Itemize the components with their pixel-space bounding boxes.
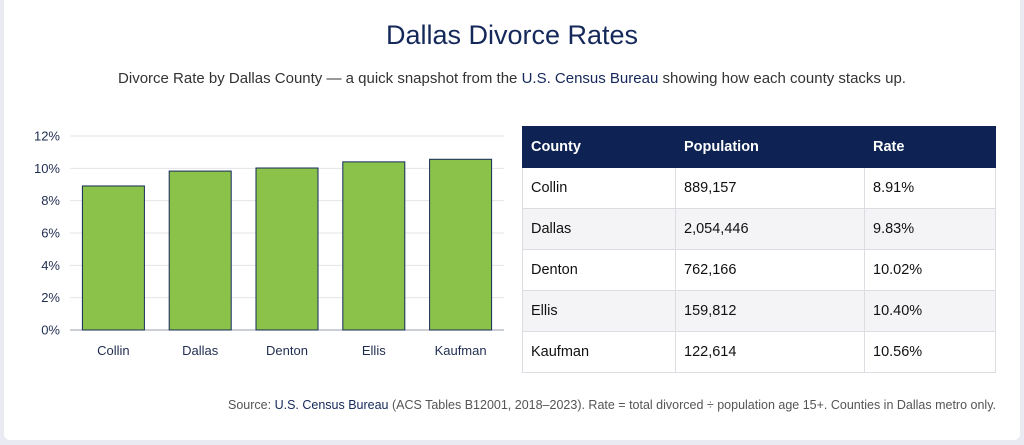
page-subtitle: Divorce Rate by Dallas County — a quick … [4, 70, 1020, 87]
cell-rate: 9.83% [864, 208, 996, 250]
y-tick-label: 10% [34, 161, 60, 176]
y-tick-label: 2% [41, 290, 60, 305]
cell-county: Dallas [522, 208, 676, 250]
header-population: Population [675, 126, 865, 168]
cell-county: Kaufman [522, 331, 676, 373]
cell-population: 889,157 [675, 167, 865, 209]
table-row: Ellis 159,812 10.40% [522, 290, 996, 332]
page-title: Dallas Divorce Rates [385, 20, 639, 50]
bar-dallas [168, 170, 232, 331]
table-header-row: County Population Rate [522, 126, 996, 168]
cell-rate: 8.91% [864, 167, 996, 209]
bar-collin [81, 185, 145, 331]
y-tick-label: 0% [41, 323, 60, 338]
subtitle-text-after: showing how each county stacks up. [658, 70, 906, 87]
x-tick-label: Collin [97, 343, 130, 358]
cell-rate: 10.56% [864, 331, 996, 373]
cell-population: 159,812 [675, 290, 865, 332]
content-card: Dallas Divorce Rates Divorce Rate by Dal… [4, 0, 1020, 440]
cell-county: Ellis [522, 290, 676, 332]
cell-population: 122,614 [675, 331, 865, 373]
subtitle-text-before: Divorce Rate by Dallas County — a quick … [118, 70, 522, 87]
cell-county: Collin [522, 167, 676, 209]
cell-population: 762,166 [675, 249, 865, 291]
source-note: Source: U.S. Census Bureau (ACS Tables B… [228, 398, 996, 412]
table-row: Kaufman 122,614 10.56% [522, 331, 996, 373]
table-row: Dallas 2,054,446 9.83% [522, 208, 996, 250]
table-row: Denton 762,166 10.02% [522, 249, 996, 291]
cell-county: Denton [522, 249, 676, 291]
y-tick-label: 6% [41, 226, 60, 241]
y-tick-label: 12% [34, 129, 60, 144]
y-tick-label: 4% [41, 258, 60, 273]
x-axis-ticks: Collin Dallas Denton Ellis Kaufman [97, 343, 486, 358]
source-text-before: Source: [228, 398, 275, 412]
cell-rate: 10.02% [864, 249, 996, 291]
header-county: County [522, 126, 676, 168]
bar-denton [255, 167, 319, 331]
x-tick-label: Ellis [362, 343, 386, 358]
census-bureau-link[interactable]: U.S. Census Bureau [521, 70, 659, 87]
cell-population: 2,054,446 [675, 208, 865, 250]
source-text-after: (ACS Tables B12001, 2018–2023). Rate = t… [388, 398, 996, 412]
x-tick-label: Denton [266, 343, 308, 358]
county-data-table: County Population Rate Collin 889,157 8.… [522, 126, 996, 373]
header-rate: Rate [864, 126, 996, 168]
x-tick-label: Dallas [182, 343, 219, 358]
source-census-link[interactable]: U.S. Census Bureau [274, 398, 389, 412]
y-tick-label: 8% [41, 193, 60, 208]
table-row: Collin 889,157 8.91% [522, 167, 996, 209]
bar-ellis [342, 161, 406, 331]
divorce-rate-bar-chart: 0% 2% 4% 6% 8% 10% 12% Collin Dallas Denton Ellis… [34, 129, 504, 358]
y-axis-ticks: 0% 2% 4% 6% 8% 10% 12% [34, 129, 60, 338]
chart-bars [81, 158, 493, 331]
x-tick-label: Kaufman [435, 343, 487, 358]
cell-rate: 10.40% [864, 290, 996, 332]
bar-kaufman [429, 158, 493, 331]
